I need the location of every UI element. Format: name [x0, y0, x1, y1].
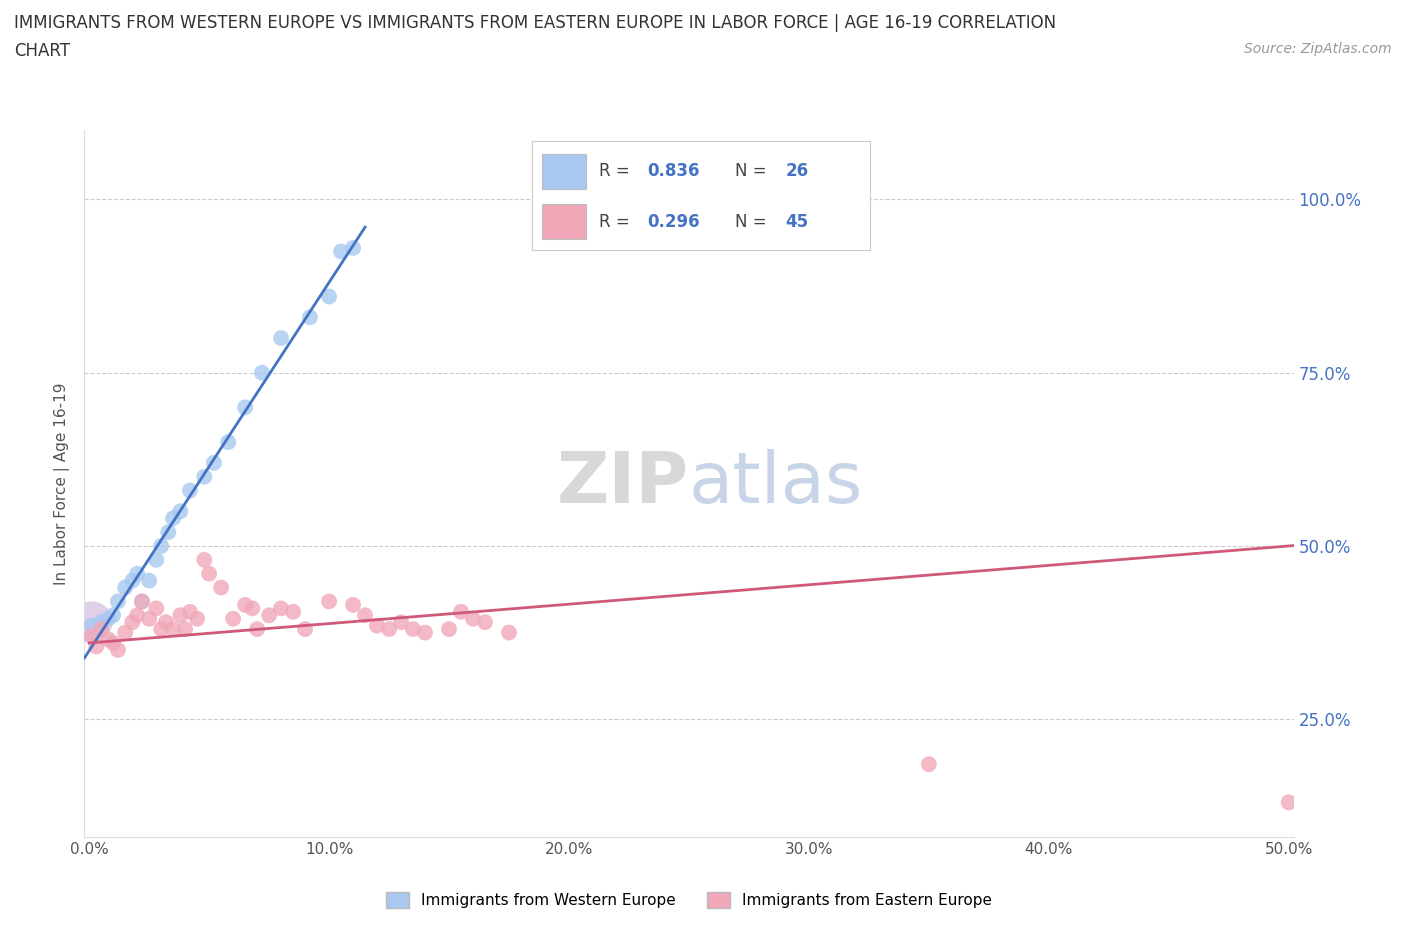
Point — [127, 566, 149, 581]
Point — [209, 580, 232, 595]
Point — [222, 611, 245, 626]
Point — [318, 594, 340, 609]
Point — [179, 604, 201, 619]
Point — [402, 621, 425, 636]
Point — [257, 608, 280, 623]
Point — [437, 621, 460, 636]
Point — [145, 601, 167, 616]
Point — [474, 615, 496, 630]
Point — [270, 331, 292, 346]
Point — [270, 601, 292, 616]
Point — [217, 434, 239, 449]
Point — [86, 639, 108, 654]
Point — [90, 621, 112, 636]
Point — [114, 580, 136, 595]
Point — [366, 618, 388, 633]
Point — [127, 608, 149, 623]
Point — [233, 400, 256, 415]
Point — [97, 611, 120, 626]
Point — [193, 470, 215, 485]
Point — [169, 608, 191, 623]
Point — [114, 625, 136, 640]
Point — [378, 621, 401, 636]
Point — [202, 456, 225, 471]
Point — [389, 615, 412, 630]
Point — [131, 594, 153, 609]
Point — [281, 604, 304, 619]
Point — [193, 552, 215, 567]
Point — [294, 621, 316, 636]
Point — [155, 615, 177, 630]
Point — [121, 573, 143, 588]
Point — [169, 504, 191, 519]
Point — [198, 566, 221, 581]
Point — [413, 625, 436, 640]
Point — [107, 643, 129, 658]
Text: atlas: atlas — [689, 449, 863, 518]
Point — [240, 601, 263, 616]
Point — [233, 597, 256, 612]
Point — [138, 611, 160, 626]
Point — [450, 604, 472, 619]
Point — [80, 615, 103, 630]
Point — [131, 594, 153, 609]
Point — [150, 538, 173, 553]
Point — [138, 573, 160, 588]
Point — [101, 635, 124, 650]
Text: IMMIGRANTS FROM WESTERN EUROPE VS IMMIGRANTS FROM EASTERN EUROPE IN LABOR FORCE : IMMIGRANTS FROM WESTERN EUROPE VS IMMIGR… — [14, 14, 1056, 32]
Point — [97, 632, 120, 647]
Text: CHART: CHART — [14, 42, 70, 60]
Point — [162, 621, 184, 636]
Point — [186, 611, 208, 626]
Point — [250, 365, 273, 380]
Point — [461, 611, 484, 626]
Y-axis label: In Labor Force | Age 16-19: In Labor Force | Age 16-19 — [55, 382, 70, 585]
Point — [246, 621, 269, 636]
Point — [101, 608, 124, 623]
Point — [157, 525, 180, 539]
Point — [318, 289, 340, 304]
Point — [145, 552, 167, 567]
Legend: Immigrants from Western Europe, Immigrants from Eastern Europe: Immigrants from Western Europe, Immigran… — [380, 886, 998, 914]
Point — [330, 244, 353, 259]
Point — [354, 608, 377, 623]
Point — [342, 597, 364, 612]
Point — [162, 511, 184, 525]
Point — [174, 621, 197, 636]
Point — [1278, 795, 1301, 810]
Point — [80, 629, 103, 644]
Point — [107, 594, 129, 609]
Point — [498, 625, 520, 640]
Point — [298, 310, 321, 325]
Point — [918, 757, 941, 772]
Text: Source: ZipAtlas.com: Source: ZipAtlas.com — [1244, 42, 1392, 56]
Point — [179, 483, 201, 498]
Point — [121, 615, 143, 630]
Point — [80, 618, 103, 633]
Point — [90, 615, 112, 630]
Point — [150, 621, 173, 636]
Text: ZIP: ZIP — [557, 449, 689, 518]
Point — [342, 241, 364, 256]
